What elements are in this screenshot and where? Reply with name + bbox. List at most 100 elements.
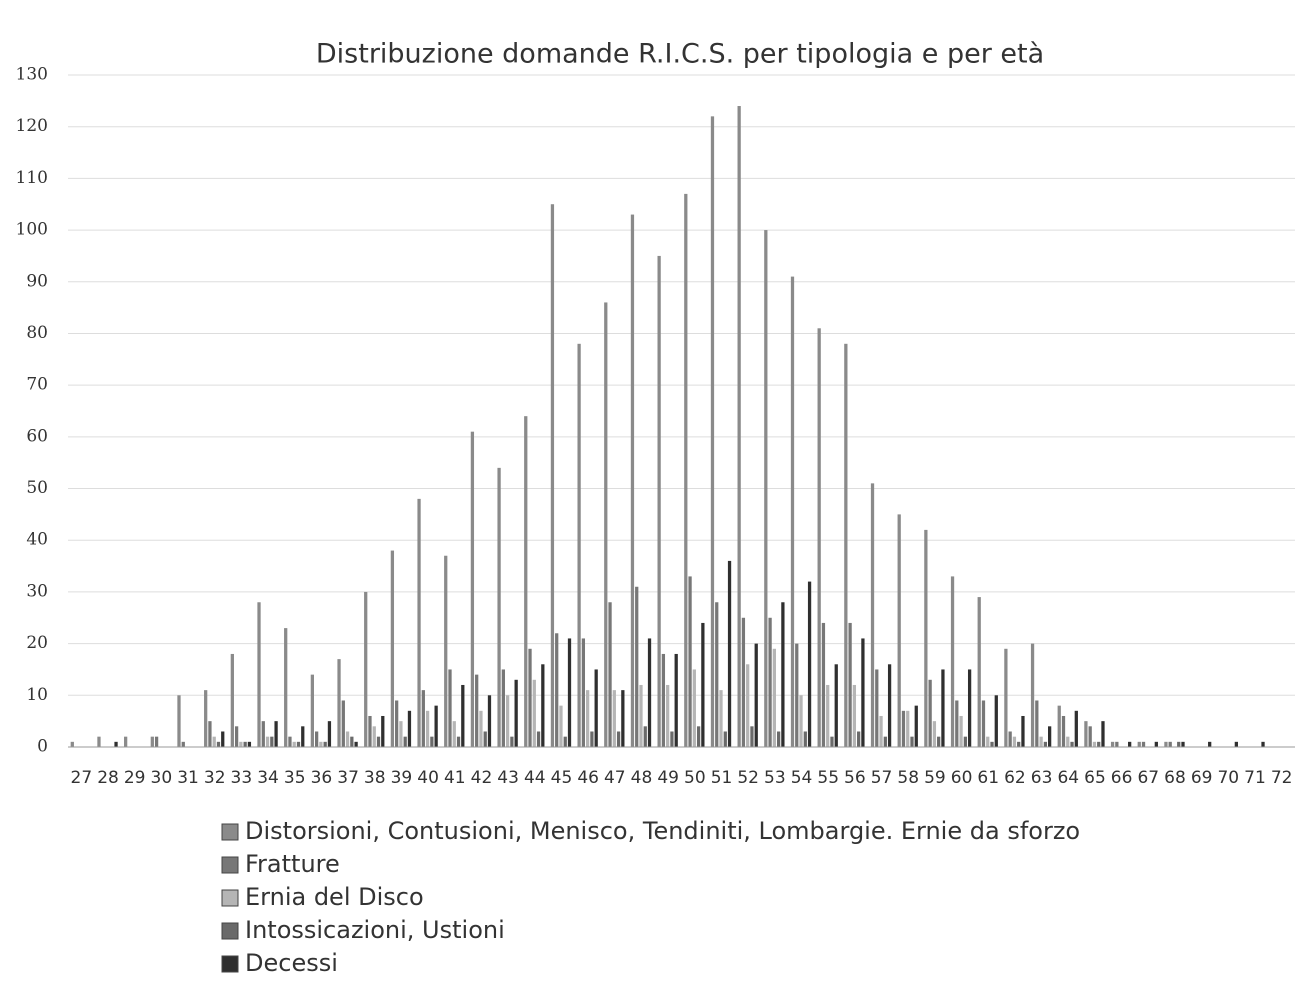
x-tick-label: 49	[657, 768, 679, 788]
legend-swatch	[221, 823, 239, 841]
x-tick-label: 61	[977, 768, 999, 788]
bar	[696, 726, 701, 747]
bar	[803, 731, 807, 747]
bar	[154, 736, 159, 747]
bar	[746, 664, 750, 747]
bar	[990, 741, 994, 747]
bar	[977, 597, 981, 747]
x-tick-label: 44	[524, 768, 546, 788]
bar	[1057, 705, 1061, 747]
bar	[341, 700, 345, 747]
y-tick-label: 100	[16, 220, 48, 240]
x-tick-label: 28	[97, 768, 119, 788]
x-tick-label: 63	[1031, 768, 1053, 788]
bar	[608, 602, 612, 747]
x-tick-label: 47	[604, 768, 626, 788]
bar	[425, 710, 430, 747]
x-tick-label: 36	[311, 768, 333, 788]
bar	[924, 529, 928, 747]
bar	[776, 731, 781, 747]
bar	[234, 726, 239, 747]
bar	[581, 638, 586, 747]
bar	[821, 622, 826, 747]
bar	[754, 643, 758, 747]
bar	[1234, 741, 1238, 747]
bar	[265, 736, 270, 747]
x-tick-label: 62	[1004, 768, 1026, 788]
bar	[817, 328, 821, 747]
bar	[381, 715, 385, 747]
x-tick-label: 35	[284, 768, 306, 788]
x-tick-label: 30	[151, 768, 173, 788]
bar	[292, 741, 296, 747]
legend-label: Decessi	[245, 949, 338, 977]
x-tick-label: 57	[871, 768, 893, 788]
bar	[737, 106, 741, 747]
bar	[372, 726, 376, 747]
x-tick-label: 56	[844, 768, 866, 788]
bar	[364, 591, 368, 747]
bar	[612, 690, 616, 747]
bar	[181, 741, 185, 747]
bar	[288, 736, 292, 747]
x-tick-label: 55	[817, 768, 839, 788]
bar	[296, 741, 301, 747]
bar	[586, 690, 590, 747]
bar	[674, 653, 678, 747]
bar	[1088, 726, 1092, 747]
bar	[487, 695, 492, 747]
bar	[688, 576, 692, 747]
x-tick-label: 46	[577, 768, 599, 788]
bar	[483, 731, 487, 747]
x-tick-label: 45	[551, 768, 573, 788]
x-tick-label: 41	[444, 768, 466, 788]
bar	[150, 736, 154, 747]
legend-swatch	[221, 889, 239, 907]
bar	[932, 721, 937, 747]
legend-label: Distorsioni, Contusioni, Menisco, Tendin…	[245, 817, 1080, 845]
y-tick-label: 10	[26, 685, 48, 705]
bar	[670, 731, 674, 747]
bar	[448, 669, 452, 747]
bar	[830, 736, 834, 747]
bar	[208, 721, 212, 747]
bar	[647, 638, 652, 747]
bar	[1039, 736, 1043, 747]
bar	[772, 648, 776, 747]
bar	[1070, 741, 1074, 747]
bar	[284, 628, 288, 747]
bar	[621, 690, 625, 747]
bar	[897, 514, 901, 747]
bar	[1092, 741, 1097, 747]
bar	[274, 721, 278, 747]
bar	[345, 731, 350, 747]
bar	[497, 467, 501, 747]
bar	[1181, 741, 1185, 747]
x-tick-label: 38	[364, 768, 386, 788]
bar	[768, 617, 772, 747]
bar	[376, 736, 381, 747]
bar	[399, 721, 403, 747]
bar	[541, 664, 545, 747]
legend-swatch	[221, 856, 239, 874]
bar	[528, 648, 532, 747]
x-tick-label: 48	[631, 768, 653, 788]
bar	[216, 741, 221, 747]
bar	[1261, 741, 1265, 747]
legend-label: Intossicazioni, Ustioni	[245, 916, 505, 944]
bar	[590, 731, 594, 747]
bar	[97, 736, 101, 747]
y-tick-label: 110	[16, 168, 48, 188]
y-tick-label: 30	[26, 581, 48, 601]
bar	[875, 669, 879, 747]
bar	[524, 416, 528, 747]
y-tick-label: 70	[26, 375, 48, 395]
bar	[741, 617, 746, 747]
x-tick-label: 59	[924, 768, 946, 788]
x-tick-label: 65	[1084, 768, 1106, 788]
bar	[577, 343, 581, 747]
x-tick-label: 29	[124, 768, 146, 788]
bar	[861, 638, 865, 747]
bar	[684, 193, 688, 747]
bar	[795, 643, 799, 747]
